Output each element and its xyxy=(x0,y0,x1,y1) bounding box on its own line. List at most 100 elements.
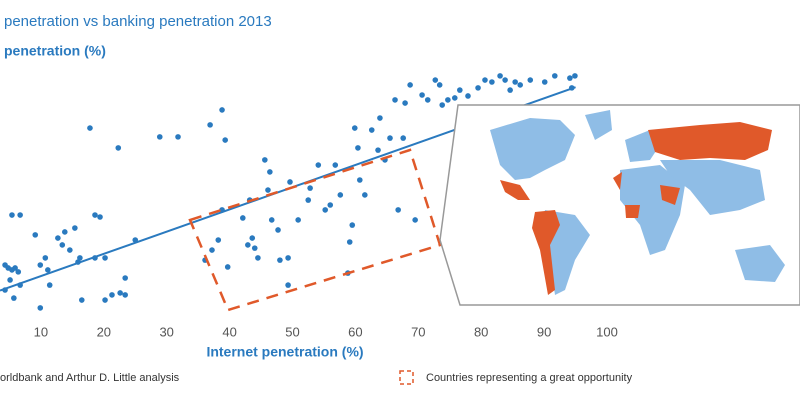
point xyxy=(87,125,93,131)
point xyxy=(7,277,13,283)
point xyxy=(332,162,339,168)
north-america xyxy=(490,118,575,180)
point xyxy=(46,282,53,288)
point xyxy=(502,77,508,83)
point xyxy=(465,93,471,99)
point xyxy=(15,269,22,275)
point xyxy=(567,75,573,81)
point xyxy=(11,295,17,301)
point xyxy=(400,135,407,141)
point xyxy=(457,87,463,93)
opportunity-countries xyxy=(500,122,772,295)
point xyxy=(265,187,271,193)
point xyxy=(351,125,358,131)
point xyxy=(115,145,122,151)
x-tick-label: 50 xyxy=(285,324,299,339)
point xyxy=(572,73,578,79)
point xyxy=(207,122,213,128)
y-axis-label: penetration (%) xyxy=(4,43,106,59)
point xyxy=(45,267,51,273)
point xyxy=(419,92,425,98)
andean-countries xyxy=(532,210,560,295)
point xyxy=(97,214,103,220)
point xyxy=(132,237,139,243)
point xyxy=(109,292,115,298)
point xyxy=(122,275,128,281)
point xyxy=(37,305,44,311)
x-tick-label: 90 xyxy=(537,324,551,339)
point xyxy=(262,157,268,163)
point xyxy=(407,82,413,88)
point xyxy=(527,77,534,83)
point xyxy=(315,162,322,168)
point xyxy=(156,134,163,140)
point xyxy=(17,282,23,288)
point xyxy=(285,255,291,261)
point xyxy=(322,207,329,213)
point xyxy=(9,212,15,218)
point xyxy=(32,232,39,238)
point xyxy=(412,217,418,223)
x-axis-label: Internet penetration (%) xyxy=(206,344,363,360)
point xyxy=(327,202,334,208)
point xyxy=(59,242,66,248)
point xyxy=(72,225,78,231)
point xyxy=(432,77,439,83)
australia xyxy=(735,245,785,282)
point xyxy=(222,137,228,143)
point xyxy=(507,87,513,93)
point xyxy=(337,192,344,198)
point xyxy=(402,100,408,106)
point xyxy=(62,229,68,235)
point xyxy=(42,255,49,261)
point xyxy=(355,145,361,151)
point xyxy=(439,102,446,108)
point xyxy=(55,235,61,241)
point xyxy=(92,255,98,261)
map-inset xyxy=(439,104,800,306)
point xyxy=(215,237,222,243)
plot-area xyxy=(0,73,578,311)
point xyxy=(285,282,291,288)
x-tick-label: 20 xyxy=(97,324,111,339)
point xyxy=(357,177,363,183)
point xyxy=(346,239,353,245)
point xyxy=(436,82,443,88)
point xyxy=(362,192,368,198)
nigeria xyxy=(625,205,640,218)
point xyxy=(475,85,481,91)
point xyxy=(424,97,431,103)
point xyxy=(102,297,108,303)
saudi-arabia xyxy=(660,185,680,205)
point xyxy=(67,247,73,253)
point xyxy=(517,82,523,88)
asia xyxy=(660,160,765,215)
x-tick-label: 10 xyxy=(34,324,48,339)
point xyxy=(287,179,293,185)
legend-label: Countries representing a great opportuni… xyxy=(426,372,633,384)
point xyxy=(2,287,8,293)
point xyxy=(349,222,356,228)
x-tick-label: 60 xyxy=(348,324,362,339)
point xyxy=(451,95,458,101)
opportunity-box xyxy=(188,148,442,312)
source-note: orldbank and Arthur D. Little analysis xyxy=(0,372,180,384)
point xyxy=(245,242,251,248)
point xyxy=(497,73,503,79)
point xyxy=(92,212,98,218)
x-tick-label: 30 xyxy=(159,324,173,339)
point xyxy=(240,215,246,221)
point xyxy=(277,257,283,263)
point xyxy=(224,264,231,270)
point xyxy=(275,227,281,233)
point xyxy=(489,79,495,85)
point xyxy=(377,115,383,121)
point xyxy=(445,97,451,103)
point xyxy=(117,290,123,296)
point xyxy=(268,217,275,223)
point xyxy=(568,85,575,91)
point xyxy=(482,77,488,83)
point xyxy=(387,135,393,141)
greenland xyxy=(585,110,612,140)
